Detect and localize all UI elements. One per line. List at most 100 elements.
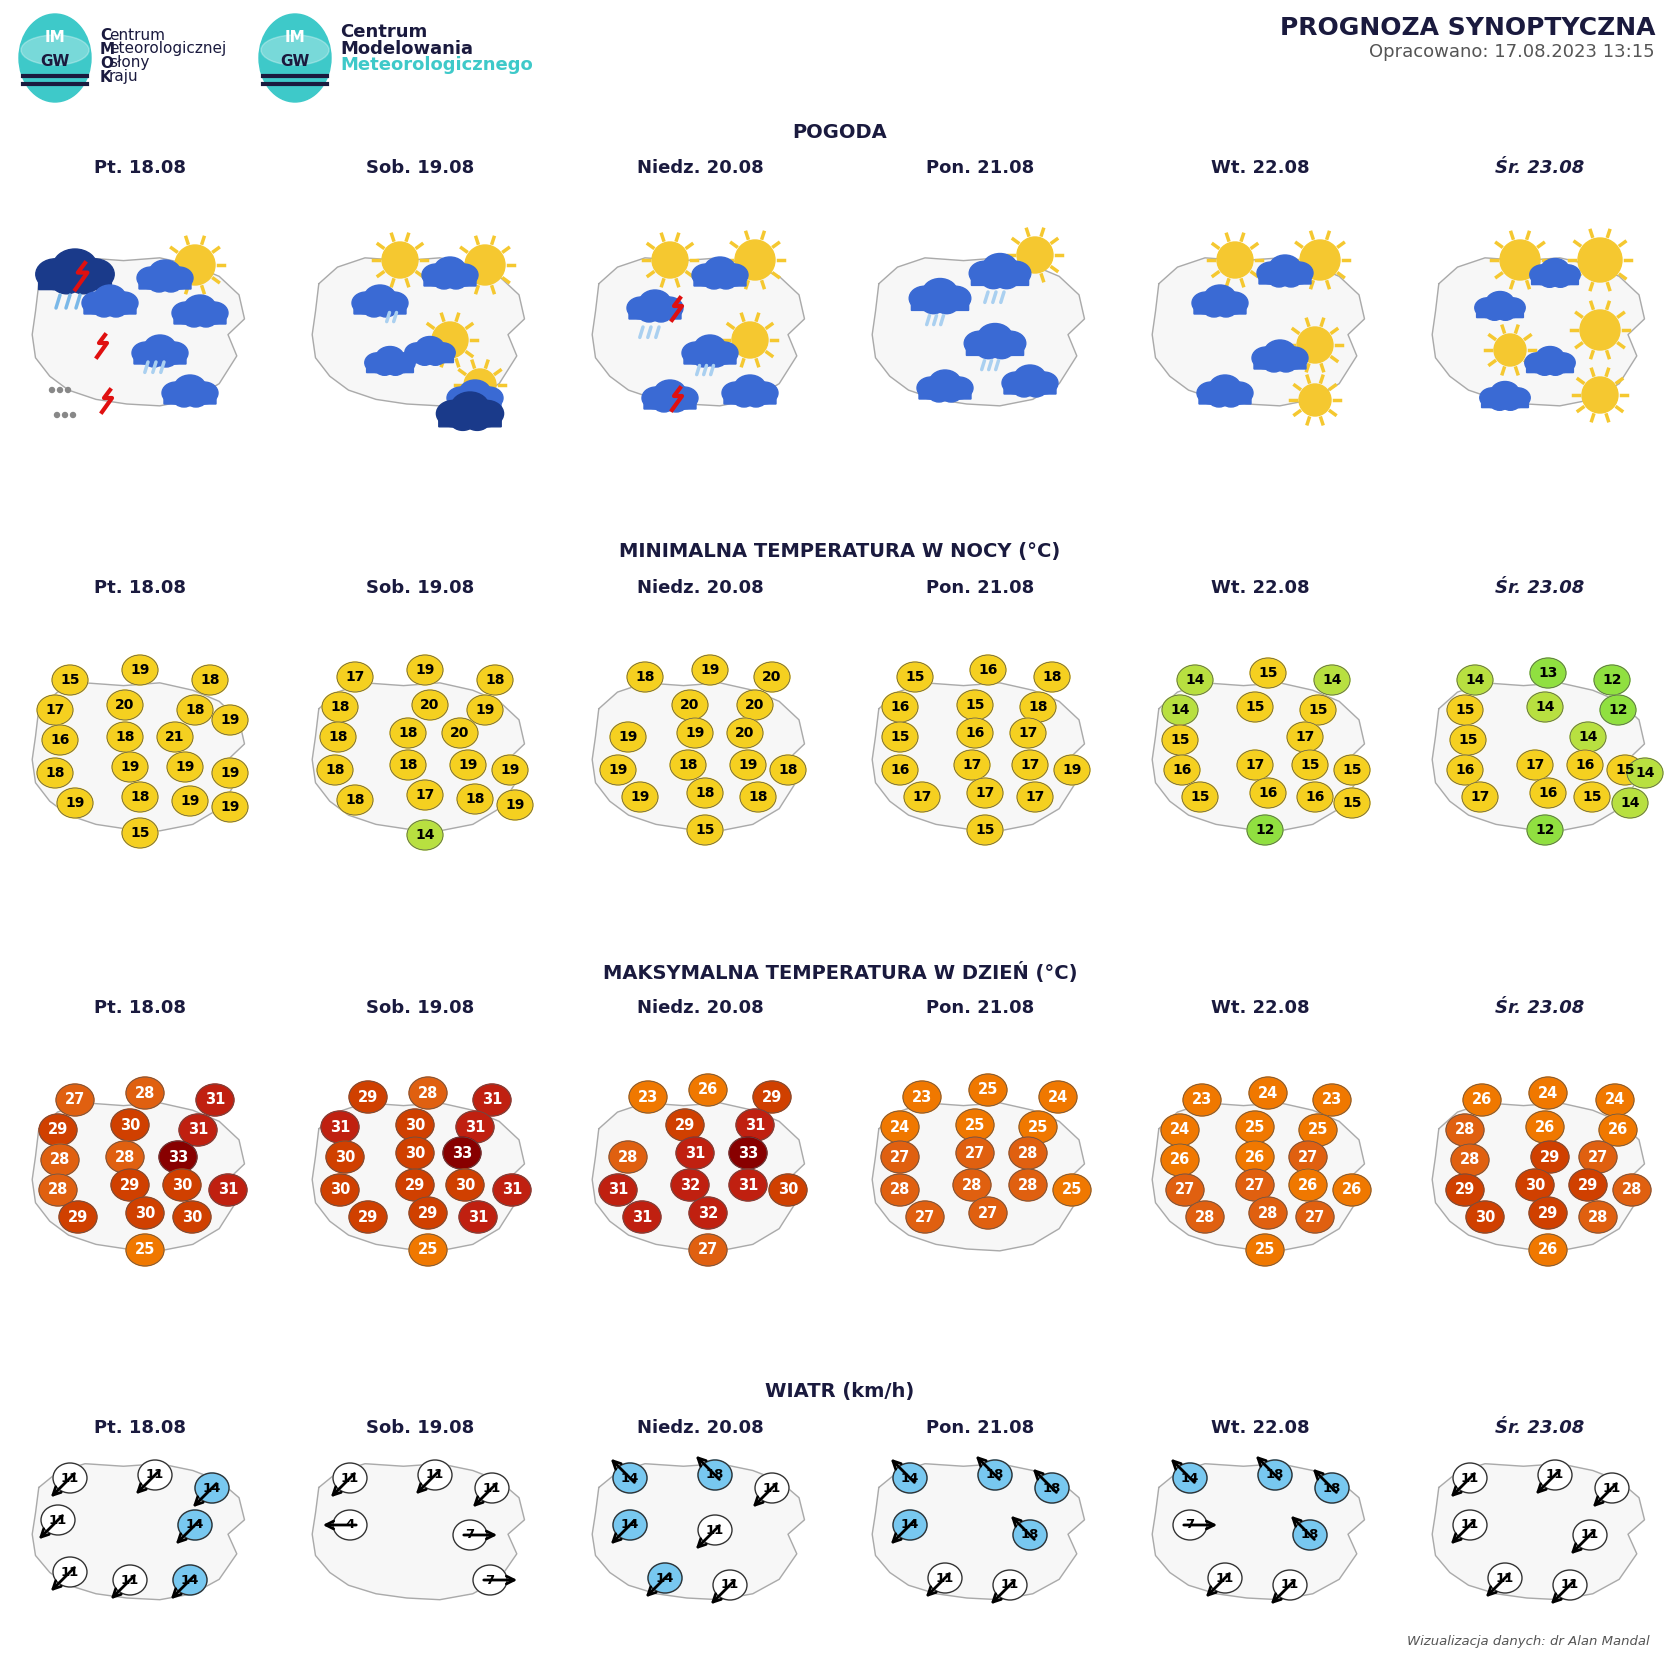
Ellipse shape [1488,1562,1522,1593]
Text: 17: 17 [1245,758,1265,773]
Ellipse shape [1247,815,1284,845]
Text: 11: 11 [121,1574,139,1586]
Text: 24: 24 [890,1119,911,1134]
Ellipse shape [1292,749,1327,780]
Ellipse shape [650,304,672,323]
Ellipse shape [642,386,670,408]
Text: 26: 26 [1169,1152,1189,1168]
Ellipse shape [477,665,512,696]
Ellipse shape [880,1141,919,1173]
Ellipse shape [958,690,993,721]
Text: 15: 15 [890,731,911,744]
Ellipse shape [909,286,941,311]
FancyBboxPatch shape [175,311,227,324]
Text: 19: 19 [475,702,494,717]
FancyBboxPatch shape [694,272,746,286]
Text: 27: 27 [1174,1183,1194,1198]
Text: 15: 15 [1614,763,1635,776]
Ellipse shape [1525,353,1551,373]
Ellipse shape [474,1084,511,1116]
Text: 14: 14 [655,1571,674,1584]
Ellipse shape [1215,299,1236,318]
Text: 18: 18 [45,766,66,780]
Ellipse shape [465,245,506,286]
Text: Pon. 21.08: Pon. 21.08 [926,1000,1035,1016]
Polygon shape [1433,1463,1645,1599]
Ellipse shape [160,343,188,365]
Ellipse shape [744,390,768,407]
Ellipse shape [464,408,491,430]
Ellipse shape [1030,371,1058,395]
FancyBboxPatch shape [628,306,680,319]
Ellipse shape [192,665,228,696]
Ellipse shape [880,1174,919,1206]
Ellipse shape [749,381,778,403]
Ellipse shape [390,717,427,748]
Ellipse shape [1530,265,1556,284]
Text: Meteorologicznego: Meteorologicznego [339,55,533,74]
Text: 12: 12 [1603,674,1621,687]
Ellipse shape [1494,334,1525,366]
Ellipse shape [882,692,917,722]
Ellipse shape [175,245,215,286]
Text: 11: 11 [1546,1468,1564,1482]
Text: 31: 31 [205,1092,225,1107]
Ellipse shape [1173,1463,1206,1494]
Ellipse shape [927,385,949,402]
Text: 33: 33 [168,1149,188,1164]
Text: 24: 24 [1048,1090,1068,1104]
Text: 17: 17 [45,702,66,717]
Ellipse shape [1001,371,1030,395]
Ellipse shape [995,331,1026,356]
Ellipse shape [944,376,973,398]
Ellipse shape [1011,749,1048,780]
Text: 32: 32 [697,1206,717,1220]
Text: Wizualizacja danych: dr Alan Mandal: Wizualizacja danych: dr Alan Mandal [1408,1636,1650,1648]
Ellipse shape [190,381,218,403]
Ellipse shape [390,353,415,373]
Ellipse shape [1236,1141,1273,1173]
Text: 31: 31 [465,1119,486,1134]
Text: 11: 11 [1561,1579,1579,1591]
Text: 11: 11 [1001,1579,1020,1591]
Ellipse shape [54,1557,87,1588]
Ellipse shape [712,1571,748,1599]
Text: 16: 16 [1539,786,1557,800]
Text: 16: 16 [978,664,998,677]
Text: 14: 14 [1186,674,1205,687]
Ellipse shape [627,662,664,692]
Ellipse shape [123,781,158,811]
Ellipse shape [677,717,712,748]
Ellipse shape [1551,353,1576,373]
Ellipse shape [108,690,143,721]
Text: 24: 24 [1169,1122,1189,1137]
Text: 17: 17 [976,786,995,800]
Ellipse shape [1161,1144,1200,1176]
Ellipse shape [1193,292,1220,314]
Ellipse shape [363,299,385,318]
Text: 31: 31 [467,1210,489,1225]
Ellipse shape [1236,1169,1273,1201]
Ellipse shape [697,1460,732,1490]
Ellipse shape [333,1510,366,1541]
Ellipse shape [665,395,687,412]
Text: 20: 20 [746,697,764,712]
Polygon shape [312,1102,524,1252]
Text: 18: 18 [1322,1482,1341,1495]
Text: 18: 18 [398,758,418,773]
Ellipse shape [454,1520,487,1551]
Text: 31: 31 [482,1092,502,1107]
Text: 4: 4 [346,1519,354,1532]
Ellipse shape [396,1109,433,1141]
Text: Pon. 21.08: Pon. 21.08 [926,1420,1035,1436]
Ellipse shape [126,1196,165,1230]
Ellipse shape [1248,1077,1287,1109]
Text: 18: 18 [1265,1468,1284,1482]
Ellipse shape [904,781,941,811]
Text: 28: 28 [1194,1210,1215,1225]
Text: Modelowania: Modelowania [339,40,474,59]
Text: 26: 26 [1342,1183,1362,1198]
Text: O: O [101,55,113,71]
Text: 25: 25 [1307,1122,1329,1137]
Ellipse shape [437,400,470,427]
